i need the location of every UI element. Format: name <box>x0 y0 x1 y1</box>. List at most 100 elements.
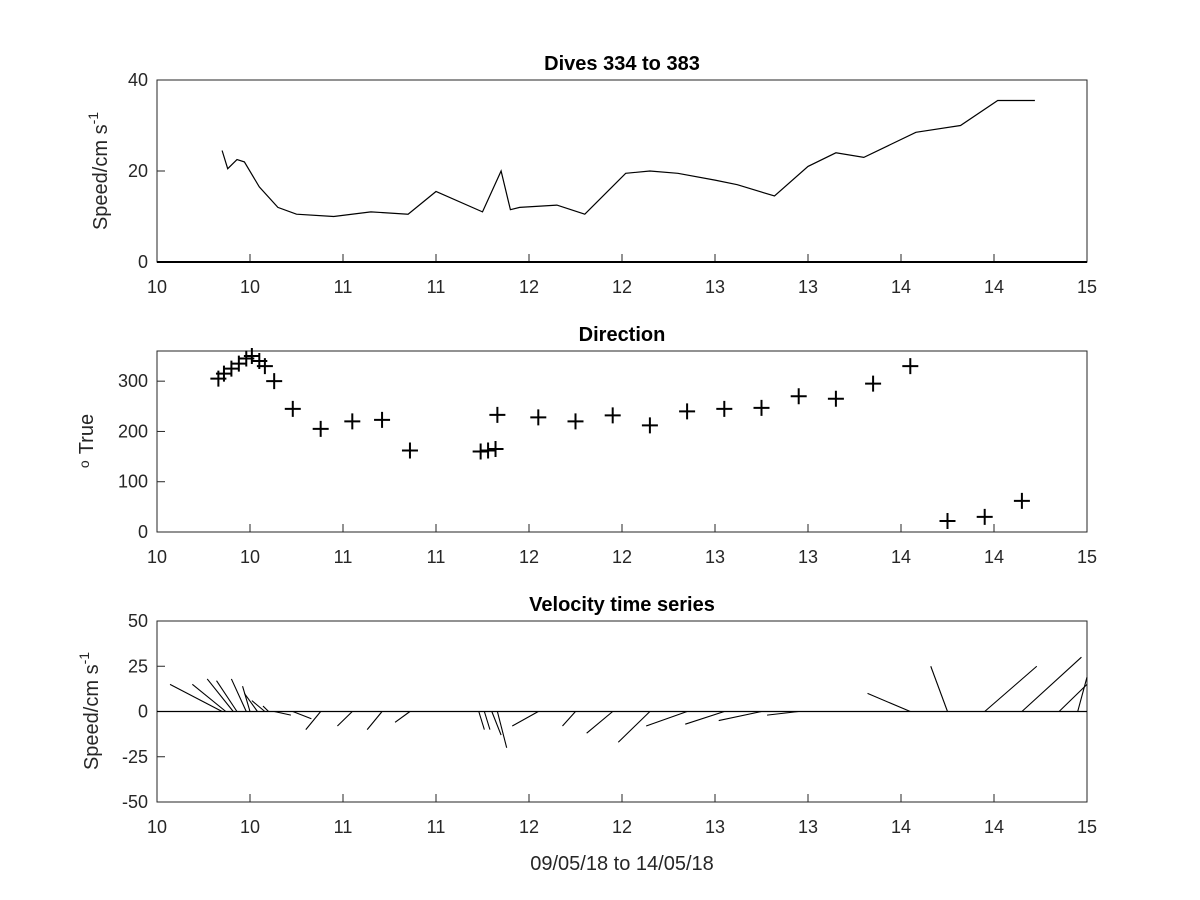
x-tick-label: 13 <box>798 817 818 837</box>
speed-panel: Dives 334 to 383 10 10 11 11 12 12 13 13 14 14 15 … <box>85 53 1097 297</box>
x-tick-label: 10 <box>147 817 167 837</box>
velocity-stick <box>586 711 614 734</box>
direction-point <box>344 413 361 430</box>
x-tick-label: 10 <box>147 547 167 567</box>
direction-point <box>790 388 807 405</box>
x-tick-label: 14 <box>984 547 1004 567</box>
direction-y-axis: 0 100 200 300 <box>118 371 165 542</box>
velocity-stick <box>718 710 762 722</box>
direction-point <box>401 442 418 459</box>
x-tick-label: 10 <box>240 547 260 567</box>
direction-panel-title: Direction <box>579 324 666 346</box>
y-tick-label: -50 <box>122 792 148 812</box>
velocity-stick <box>1058 683 1088 712</box>
velocity-stick <box>169 683 223 712</box>
velocity-stick <box>1077 676 1088 712</box>
velocity-stick <box>230 678 247 712</box>
direction-point <box>312 420 329 437</box>
x-tick-label: 11 <box>334 547 353 567</box>
x-tick-label: 14 <box>891 277 911 297</box>
direction-point <box>256 358 273 375</box>
x-tick-label: 12 <box>519 817 539 837</box>
direction-point <box>827 390 844 407</box>
x-tick-label: 10 <box>240 817 260 837</box>
y-tick-label: 20 <box>128 161 148 181</box>
velocity-stick <box>337 711 353 727</box>
direction-y-label: oTrue <box>76 414 98 468</box>
velocity-stick <box>206 678 234 712</box>
x-tick-label: 13 <box>705 277 725 297</box>
velocity-stick <box>496 711 508 748</box>
direction-point <box>641 417 658 434</box>
velocity-x-label: 09/05/18 to 14/05/18 <box>530 853 714 875</box>
direction-point <box>1013 492 1030 509</box>
velocity-stick <box>483 711 491 730</box>
direction-point <box>753 399 770 416</box>
y-tick-label: 0 <box>138 522 148 542</box>
x-tick-label: 13 <box>798 547 818 567</box>
velocity-stick <box>274 710 292 716</box>
velocity-stick <box>243 693 258 712</box>
direction-point <box>266 373 283 390</box>
velocity-stick <box>191 683 227 712</box>
direction-point <box>530 409 547 426</box>
velocity-stick <box>478 711 485 730</box>
speed-x-axis: 10 10 11 11 12 12 13 13 14 14 15 <box>147 254 1097 297</box>
direction-point <box>489 406 506 423</box>
x-tick-label: 11 <box>427 277 446 297</box>
velocity-sticks <box>157 656 1088 748</box>
x-tick-label: 15 <box>1077 547 1097 567</box>
x-tick-label: 12 <box>519 277 539 297</box>
direction-point <box>865 375 882 392</box>
x-tick-label: 11 <box>427 547 446 567</box>
velocity-stick <box>251 700 266 712</box>
x-tick-label: 14 <box>984 277 1004 297</box>
speed-y-axis: 0 20 40 <box>128 70 165 272</box>
velocity-y-axis: -50 -25 0 25 50 <box>122 611 165 812</box>
direction-point <box>716 400 733 417</box>
x-tick-label: 12 <box>519 547 539 567</box>
velocity-stick <box>262 705 269 712</box>
direction-point <box>567 413 584 430</box>
velocity-stick <box>491 711 502 736</box>
velocity-stick <box>305 711 322 730</box>
direction-plot-area <box>156 350 1088 533</box>
x-tick-label: 11 <box>334 277 353 297</box>
y-tick-label: 0 <box>138 252 148 272</box>
speed-line <box>221 99 1035 218</box>
x-tick-label: 12 <box>612 277 632 297</box>
direction-x-axis: 10 10 11 11 12 12 13 13 14 14 15 <box>147 524 1097 567</box>
x-tick-label: 12 <box>612 817 632 837</box>
velocity-panel-title: Velocity time series <box>529 594 715 616</box>
x-tick-label: 13 <box>798 277 818 297</box>
velocity-stick <box>867 692 911 713</box>
direction-point <box>472 443 489 460</box>
velocity-stick <box>685 710 725 725</box>
velocity-stick <box>511 711 539 727</box>
velocity-stick <box>394 711 411 723</box>
x-tick-label: 10 <box>240 277 260 297</box>
velocity-stick <box>292 710 312 720</box>
velocity-stick <box>645 710 688 727</box>
direction-point <box>374 411 391 428</box>
velocity-x-axis: 10 10 11 11 12 12 13 13 14 14 15 <box>147 794 1097 837</box>
y-tick-label: 50 <box>128 611 148 631</box>
y-tick-label: -25 <box>122 747 148 767</box>
velocity-panel: Velocity time series 10 10 11 11 12 12 13 13 14 1… <box>76 594 1097 875</box>
velocity-stick <box>562 711 576 727</box>
velocity-stick <box>767 710 799 716</box>
y-tick-label: 300 <box>118 371 148 391</box>
speed-y-label: Speed/cm s-1 <box>85 112 112 230</box>
x-tick-label: 10 <box>147 277 167 297</box>
x-tick-label: 15 <box>1077 277 1097 297</box>
direction-point <box>902 358 919 375</box>
velocity-stick <box>242 686 251 712</box>
direction-series <box>210 348 1030 529</box>
x-tick-label: 13 <box>705 547 725 567</box>
y-tick-label: 100 <box>118 472 148 492</box>
x-tick-label: 13 <box>705 817 725 837</box>
direction-point <box>679 403 696 420</box>
x-tick-label: 12 <box>612 547 632 567</box>
x-tick-label: 14 <box>891 817 911 837</box>
velocity-y-label: Speed/cm s-1 <box>76 652 103 770</box>
